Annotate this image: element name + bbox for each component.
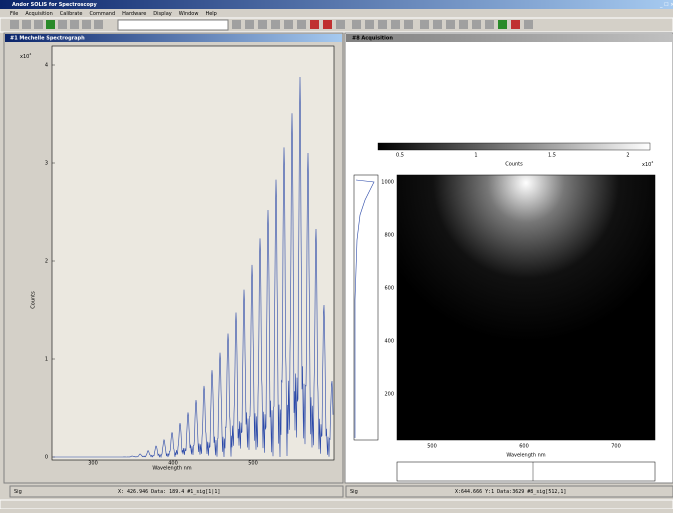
- right-status-bar: [345, 485, 673, 498]
- y-scale-exp: 4: [29, 52, 31, 56]
- colorbar-tick-label: 0.5: [396, 153, 404, 159]
- menu-item[interactable]: Hardware: [122, 11, 146, 17]
- combo-box[interactable]: [117, 19, 229, 31]
- left-status-readout: X: 426.946 Data: 189.4 #1_sig[1|1]: [118, 489, 220, 495]
- colorbar-tick-label: 1: [474, 153, 477, 159]
- colorbar: [377, 142, 651, 151]
- menu-item[interactable]: Help: [205, 11, 216, 17]
- right-status-mode: Sig: [350, 489, 358, 495]
- image-y-tick-label: 400: [384, 339, 394, 345]
- tool-button[interactable]: [472, 20, 481, 29]
- app-status-bar: [0, 499, 673, 510]
- menu-item[interactable]: Command: [89, 11, 115, 17]
- tool-button[interactable]: [271, 20, 280, 29]
- tool-button[interactable]: [82, 20, 91, 29]
- image-y-tick-label: 1000: [381, 180, 394, 186]
- tool-button[interactable]: [245, 20, 254, 29]
- y-tick-label: 3: [45, 161, 48, 167]
- image-y-tick-label: 200: [384, 392, 394, 398]
- image-plot: [396, 174, 656, 441]
- image-y-tick-label: 800: [384, 233, 394, 239]
- right-title-bar: [346, 34, 672, 42]
- tool-button[interactable]: [459, 20, 468, 29]
- tool-button[interactable]: [284, 20, 293, 29]
- plot-area: [51, 45, 335, 461]
- tool-button[interactable]: [297, 20, 306, 29]
- side-profile: [353, 174, 379, 441]
- colorbar-scale-base: x10: [642, 162, 651, 168]
- tool-button[interactable]: [70, 20, 79, 29]
- tool-button[interactable]: [485, 20, 494, 29]
- x-tick-label: 400: [168, 461, 178, 467]
- menu-item[interactable]: Acquisition: [25, 11, 52, 17]
- tool-button[interactable]: [232, 20, 241, 29]
- tool-button[interactable]: [391, 20, 400, 29]
- menu-item[interactable]: Display: [153, 11, 171, 17]
- tool-button[interactable]: [94, 20, 103, 29]
- tool-button[interactable]: [365, 20, 374, 29]
- tool-button[interactable]: [34, 20, 43, 29]
- colorbar-tick-label: 1.5: [548, 153, 556, 159]
- app-title-bar: [0, 0, 673, 9]
- y-scale: x104: [20, 52, 31, 60]
- image-x-tick-label: 500: [427, 444, 437, 450]
- spectrum-trace: [53, 76, 334, 459]
- y-scale-base: x10: [20, 54, 29, 60]
- bottom-profile: [396, 461, 656, 482]
- y-tick-label: 2: [45, 259, 48, 265]
- left-status-bar: [9, 485, 344, 498]
- menu-item[interactable]: Window: [179, 11, 199, 17]
- colorbar-tick-label: 2: [626, 153, 629, 159]
- tool-button[interactable]: [10, 20, 19, 29]
- image-x-label: Wavelength nm: [506, 453, 545, 459]
- y-tick-label: 4: [45, 63, 48, 69]
- tool-button[interactable]: [58, 20, 67, 29]
- left-title: #1 Mechelle Spectrograph: [10, 36, 85, 42]
- tool-button[interactable]: [524, 20, 533, 29]
- menu-item[interactable]: Calibrate: [60, 11, 83, 17]
- right-status-readout: X:644.666 Y:1 Data:3629 #8_sig[512,1]: [455, 489, 566, 495]
- tool-button[interactable]: [420, 20, 429, 29]
- menu-item[interactable]: File: [10, 11, 18, 17]
- x-tick-label: 500: [248, 461, 258, 467]
- image-x-tick-label: 600: [519, 444, 529, 450]
- tool-button[interactable]: [352, 20, 361, 29]
- y-tick-label: 0: [45, 455, 48, 461]
- x-label: Wavelength nm: [152, 466, 191, 472]
- image-y-tick-label: 600: [384, 286, 394, 292]
- tool-button[interactable]: [404, 20, 413, 29]
- right-title: #8 Acquisition: [352, 36, 393, 42]
- toolbar-buttons: [10, 19, 533, 31]
- tool-button[interactable]: [446, 20, 455, 29]
- image-x-tick-label: 700: [611, 444, 621, 450]
- tool-button[interactable]: [433, 20, 442, 29]
- tool-button[interactable]: [46, 20, 55, 29]
- y-label: Counts: [31, 291, 37, 309]
- window-buttons[interactable]: _ ☐ ×: [659, 2, 673, 8]
- app-title: Andor SOLIS for Spectroscopy: [12, 2, 97, 8]
- colorbar-scale: x104: [642, 160, 653, 168]
- left-status-mode: Sig: [14, 489, 22, 495]
- tool-button[interactable]: [378, 20, 387, 29]
- menu-bar: File Acquisition Calibrate Command Hardware D…: [10, 11, 217, 17]
- tool-button[interactable]: [336, 20, 345, 29]
- left-title-bar: [5, 34, 342, 42]
- tool-button[interactable]: [258, 20, 267, 29]
- tool-button[interactable]: [323, 20, 332, 29]
- tool-button[interactable]: [310, 20, 319, 29]
- tool-button[interactable]: [22, 20, 31, 29]
- x-tick-label: 300: [88, 461, 98, 467]
- y-tick-label: 1: [45, 357, 48, 363]
- tool-button[interactable]: [511, 20, 520, 29]
- side-profile-trace: [354, 179, 375, 438]
- tool-button[interactable]: [498, 20, 507, 29]
- colorbar-label: Counts: [505, 162, 523, 168]
- colorbar-scale-exp: 4: [651, 160, 653, 164]
